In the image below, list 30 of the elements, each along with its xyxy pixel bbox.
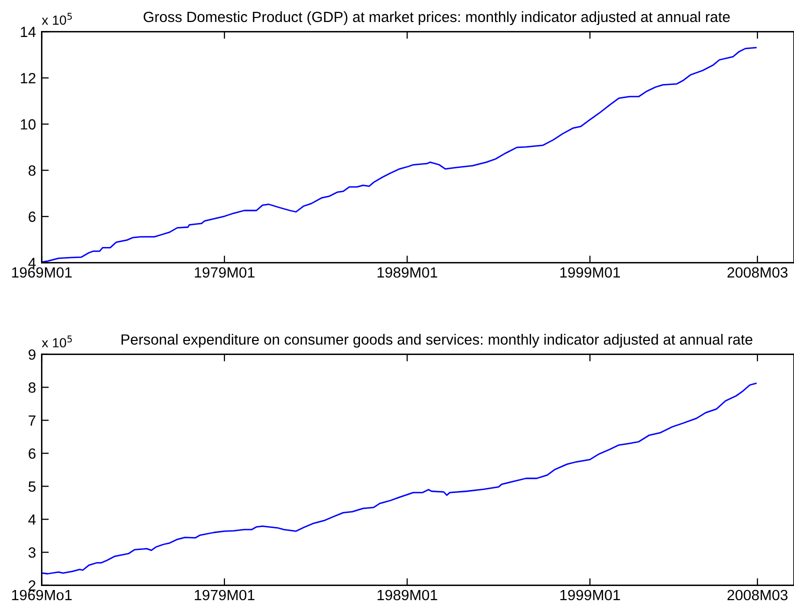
y-tick-label: 7 — [28, 416, 36, 426]
x-tick-label: 2008M03 — [728, 267, 788, 278]
y-tick-label: 9 — [28, 349, 36, 360]
x-tick-label: 1969Mo1 — [12, 590, 72, 600]
x-tick-label: 2008M03 — [728, 590, 788, 600]
y-tick-label: 8 — [28, 382, 36, 393]
x-tick-label: 1999M01 — [560, 267, 620, 278]
x-tick-label: 1989M01 — [378, 590, 438, 600]
y-tick-label: 2 — [28, 580, 36, 591]
y-tick-label: 14 — [20, 26, 36, 38]
text: x 10$^{5}$ — [42, 12, 72, 25]
y-tick-label: 5 — [28, 482, 36, 492]
y-tick-label: 12 — [20, 72, 36, 84]
y-tick-label: 4 — [28, 514, 36, 525]
x-tick-label: 1999M01 — [560, 590, 620, 600]
chart-title: Gross Domestic Product (GDP) at market prices: monthly indicator adjusted at annual rate — [144, 11, 730, 26]
y-tick-label: 10 — [20, 119, 36, 130]
x-tick-label: 1979M01 — [194, 267, 254, 278]
x-tick-label: 1979M01 — [194, 590, 254, 600]
y-tick-label: 6 — [28, 212, 36, 222]
y-tick-label: 4 — [28, 258, 36, 268]
line-series — [42, 382, 757, 574]
y-tick-label: 8 — [28, 165, 36, 176]
line-series — [42, 46, 757, 263]
y-tick-label: 3 — [28, 547, 36, 558]
x-tick-label: 1989M01 — [378, 267, 438, 278]
chart-title: Personal expenditure on consumer goods and services: monthly indicator adjusted at annual rate — [122, 334, 752, 348]
x-tick-label: 1969M01 — [12, 267, 72, 278]
text: x 10$^{5}$ — [42, 336, 72, 348]
y-tick-label: 6 — [28, 448, 36, 459]
